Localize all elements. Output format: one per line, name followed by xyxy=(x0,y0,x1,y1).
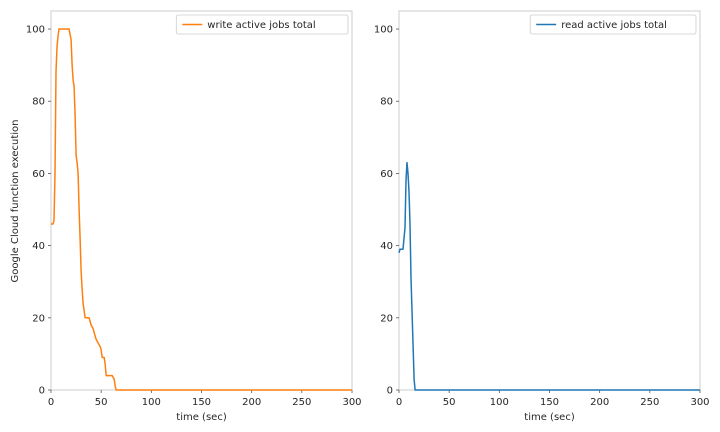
y-tick-label: 80 xyxy=(32,97,45,108)
x-axis-label: time (sec) xyxy=(176,412,227,423)
x-axis-label: time (sec) xyxy=(524,412,575,423)
y-tick-label: 40 xyxy=(32,241,45,252)
x-tick-label: 150 xyxy=(192,397,211,408)
x-tick-label: 150 xyxy=(540,397,559,408)
y-tick-label: 20 xyxy=(380,313,393,324)
write-panel: 0 50 100 150 200 250 300 0 20 40 60 80 100 time (sec)… xyxy=(26,10,362,423)
y-tick-label: 100 xyxy=(26,25,45,36)
legend-label: read active jobs total xyxy=(561,20,667,31)
axes-frame xyxy=(398,10,701,391)
x-tick-label: 250 xyxy=(292,397,311,408)
x-tick-label: 50 xyxy=(95,397,108,408)
x-tick-label: 200 xyxy=(242,397,261,408)
legend-box xyxy=(529,14,697,35)
y-tick-label: 80 xyxy=(380,97,393,108)
x-tick-label: 300 xyxy=(342,397,361,408)
x-tick-label: 300 xyxy=(690,397,709,408)
y-axis-label: Google Cloud function execution xyxy=(10,120,21,283)
x-tick-label: 100 xyxy=(142,397,161,408)
series-line-write-active-jobs-total xyxy=(51,28,352,391)
y-tick-label: 40 xyxy=(380,241,393,252)
x-tick-label: 50 xyxy=(443,397,456,408)
series-line-read-active-jobs-total xyxy=(398,161,700,391)
legend-label: write active jobs total xyxy=(207,20,315,31)
x-tick-label: 250 xyxy=(640,397,659,408)
legend-box xyxy=(175,14,349,35)
y-tick-label: 60 xyxy=(32,169,45,180)
x-tick-label: 200 xyxy=(590,397,609,408)
y-tick-label: 60 xyxy=(380,169,393,180)
y-tick-label: 100 xyxy=(374,25,393,36)
read-panel: 0 50 100 150 200 250 300 0 20 40 60 80 100 time (sec)… xyxy=(374,10,710,423)
axes-frame xyxy=(50,10,353,391)
y-tick-label: 0 xyxy=(387,386,393,397)
y-tick-label: 0 xyxy=(39,386,45,397)
y-tick-label: 20 xyxy=(32,313,45,324)
x-tick-label: 0 xyxy=(48,397,54,408)
x-tick-label: 100 xyxy=(490,397,509,408)
x-tick-label: 0 xyxy=(396,397,402,408)
